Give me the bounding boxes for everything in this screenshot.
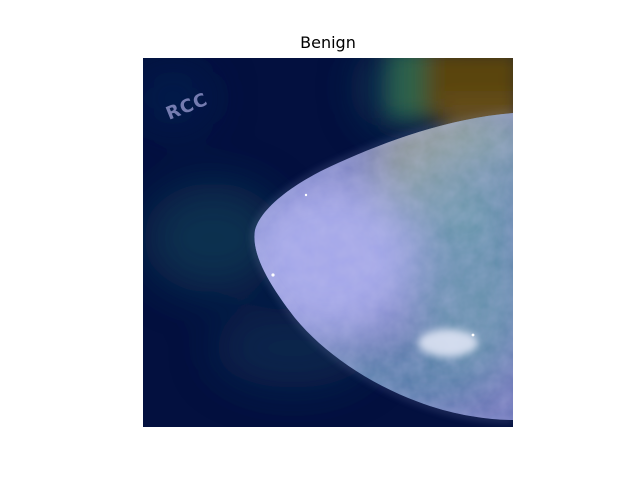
figure-title: Benign — [0, 33, 640, 52]
mammogram-heatmap-image: RCC — [143, 58, 513, 427]
